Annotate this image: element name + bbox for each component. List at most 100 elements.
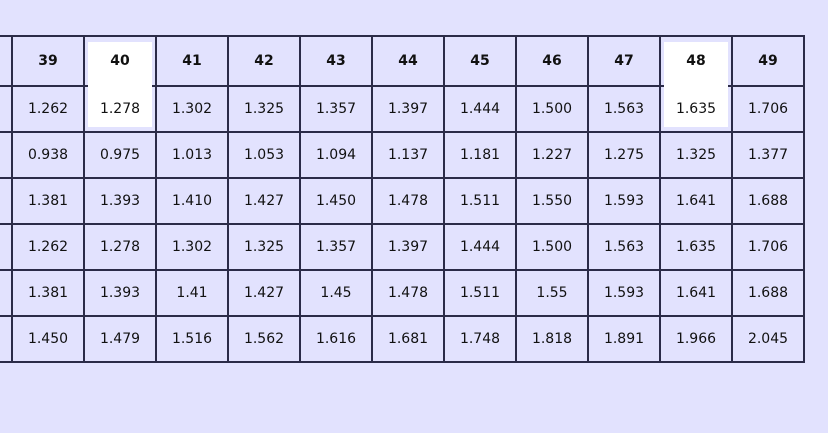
table-cell: 1.393	[83, 177, 157, 225]
table-cell: 1.511	[443, 177, 517, 225]
cell-value: 1.688	[747, 193, 789, 209]
cell-value: 1.275	[603, 147, 645, 163]
column-header-47: 47	[587, 35, 661, 87]
cell-value: 1.563	[603, 239, 645, 255]
table-cell: 1.688	[731, 269, 805, 317]
table-cell: 1.053	[227, 131, 301, 179]
table-cell: 1.516	[155, 315, 229, 363]
table-cell: 1.357	[299, 223, 373, 271]
table-row: 0.938 0.975 1.013 1.053 1.094 1.137 1.181 1.227…	[0, 131, 805, 179]
cell-value: 1.641	[675, 193, 717, 209]
cell-value: 1.706	[747, 239, 789, 255]
table-cell: 1.427	[227, 269, 301, 317]
cell-value: 1.393	[99, 193, 141, 209]
table-cell: 1.641	[659, 269, 733, 317]
cell-value: 1.381	[27, 285, 69, 301]
header-row: 39 40 41 42 43 44 45 46 47 48 49	[0, 35, 805, 87]
table-cell: 1.478	[371, 269, 445, 317]
table-cell: 1.397	[371, 85, 445, 133]
table-cell: 1.381	[11, 177, 85, 225]
cell-value: 1.966	[675, 331, 717, 347]
table-cell: 1.397	[371, 223, 445, 271]
cell-value: 1.302	[171, 239, 213, 255]
cell-value: 1.450	[27, 331, 69, 347]
cell-value: 0.975	[99, 147, 141, 163]
table-cell	[0, 269, 13, 317]
cell-value: 1.563	[603, 101, 645, 117]
column-header-label: 43	[326, 53, 346, 69]
cell-value: 1.818	[531, 331, 573, 347]
cell-value: 1.635	[675, 101, 717, 117]
table-cell: 1.593	[587, 269, 661, 317]
cell-value: 1.593	[603, 193, 645, 209]
cell-value: 1.516	[171, 331, 213, 347]
table-cell: 1.094	[299, 131, 373, 179]
table-cell: 0.938	[11, 131, 85, 179]
cell-value: 1.706	[747, 101, 789, 117]
cell-value: 1.278	[99, 101, 141, 117]
cell-value: 1.500	[531, 239, 573, 255]
table-cell	[0, 85, 13, 133]
table-cell: 1.275	[587, 131, 661, 179]
column-header-label: 46	[542, 53, 562, 69]
table-cell: 0.975	[83, 131, 157, 179]
cell-value: 0.938	[27, 147, 69, 163]
column-header-label: 39	[38, 53, 58, 69]
table-cell: 1.748	[443, 315, 517, 363]
table-cell: 1.302	[155, 85, 229, 133]
table-cell: 1.616	[299, 315, 373, 363]
table-cell: 1.444	[443, 223, 517, 271]
table-cell: 1.137	[371, 131, 445, 179]
highlight-box	[88, 42, 152, 87]
table-cell: 1.278	[83, 85, 157, 133]
table-cell: 1.278	[83, 223, 157, 271]
table-row: 1.450 1.479 1.516 1.562 1.616 1.681 1.748 1.818…	[0, 315, 805, 363]
table-row: 1.381 1.393 1.410 1.427 1.450 1.478 1.511 1.550…	[0, 177, 805, 225]
table-cell: 1.450	[11, 315, 85, 363]
table-cell: 1.500	[515, 85, 589, 133]
table-cell: 1.478	[371, 177, 445, 225]
column-header-label: 42	[254, 53, 274, 69]
cell-value: 1.397	[387, 239, 429, 255]
cell-value: 1.511	[459, 285, 501, 301]
table-cell	[0, 315, 13, 363]
table-cell: 1.381	[11, 269, 85, 317]
cell-value: 1.444	[459, 101, 501, 117]
data-table: 39 40 41 42 43 44 45 46 47 48 49 1.262 1.278 1.302 1.…	[0, 35, 805, 363]
table-cell: 1.227	[515, 131, 589, 179]
table-cell: 1.325	[227, 85, 301, 133]
table-cell: 1.635	[659, 223, 733, 271]
table-cell: 1.563	[587, 223, 661, 271]
table-cell: 1.427	[227, 177, 301, 225]
cell-value: 1.55	[536, 285, 568, 301]
table-cell: 1.393	[83, 269, 157, 317]
cell-value: 1.325	[243, 239, 285, 255]
cell-value: 1.616	[315, 331, 357, 347]
cell-value: 1.478	[387, 285, 429, 301]
cell-value: 1.137	[387, 147, 429, 163]
table-cell: 1.325	[227, 223, 301, 271]
cell-value: 1.377	[747, 147, 789, 163]
cell-value: 1.45	[320, 285, 352, 301]
column-header-49: 49	[731, 35, 805, 87]
highlight-box	[88, 87, 152, 127]
cell-value: 1.357	[315, 101, 357, 117]
cell-value: 1.381	[27, 193, 69, 209]
table-cell: 1.45	[299, 269, 373, 317]
table-cell: 1.55	[515, 269, 589, 317]
cell-value: 1.748	[459, 331, 501, 347]
table-cell: 1.410	[155, 177, 229, 225]
table-cell: 1.562	[227, 315, 301, 363]
cell-value: 1.262	[27, 101, 69, 117]
cell-value: 1.688	[747, 285, 789, 301]
cell-value: 1.325	[243, 101, 285, 117]
table-cell: 1.681	[371, 315, 445, 363]
table-cell: 1.511	[443, 269, 517, 317]
column-header-label: 41	[182, 53, 202, 69]
table-cell: 1.479	[83, 315, 157, 363]
cell-value: 1.427	[243, 285, 285, 301]
cell-value: 1.41	[176, 285, 208, 301]
column-header-43: 43	[299, 35, 373, 87]
table-cell: 1.262	[11, 223, 85, 271]
column-header-label	[0, 35, 13, 87]
